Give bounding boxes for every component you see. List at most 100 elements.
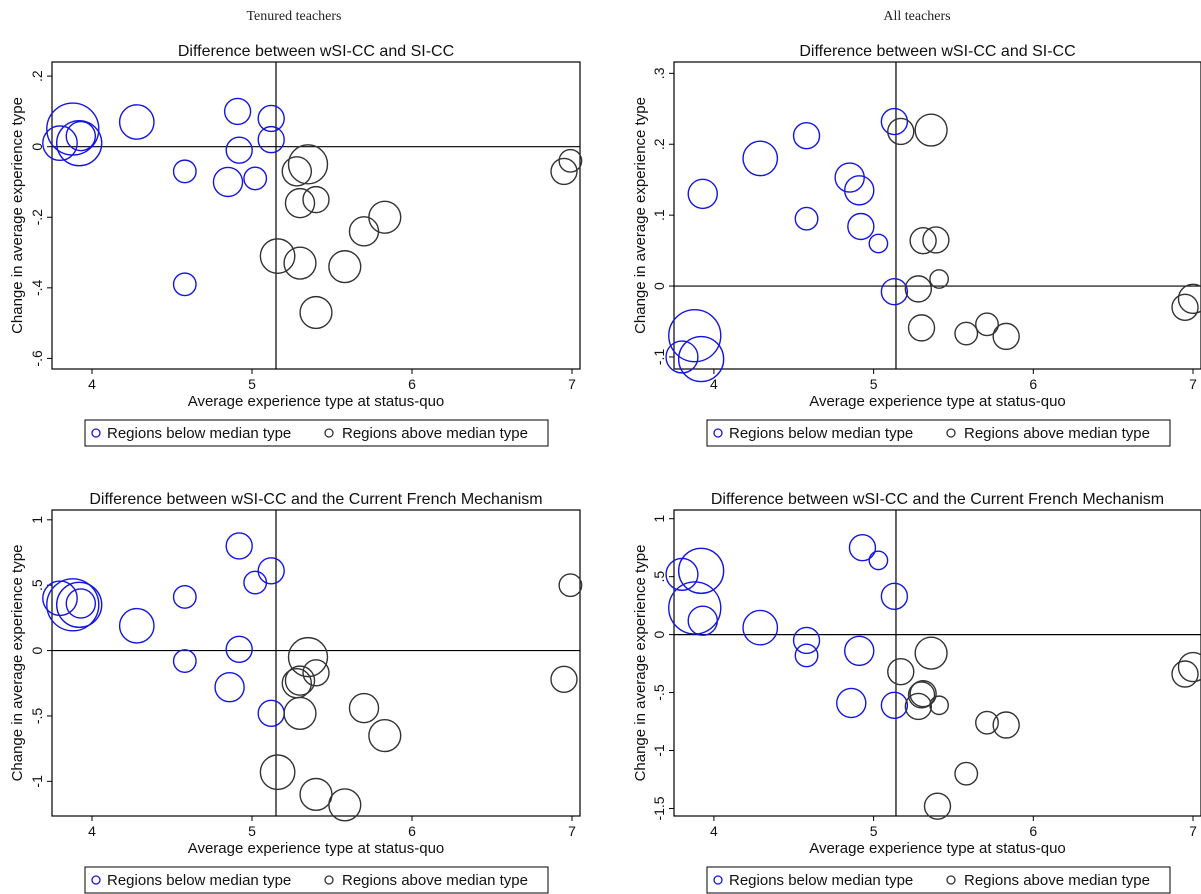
point-above-median — [1171, 660, 1199, 688]
point-below-median — [172, 649, 197, 673]
point-below-median — [836, 687, 867, 719]
point-above-median — [281, 156, 313, 187]
point-above-median — [283, 246, 317, 280]
panel-all-wsi-vs-si: Difference between wSI-CC and SI-CC 4 5 6 7 -… — [632, 43, 1201, 447]
point-above-median — [975, 312, 999, 337]
legend-label-above: Regions above median type — [342, 425, 528, 442]
point-below-median — [65, 588, 97, 619]
point-below-median — [55, 119, 103, 167]
legend-label-above: Regions above median type — [342, 872, 528, 889]
y-tick-label: .2 — [651, 138, 667, 150]
x-tick-label: 7 — [568, 376, 576, 392]
legend-box — [84, 866, 549, 894]
point-above-median — [558, 148, 583, 173]
point-below-median — [794, 643, 819, 668]
x-axis-label: Average experience type at status-quo — [188, 840, 445, 857]
point-above-median — [954, 761, 979, 786]
point-below-median — [65, 120, 97, 152]
point-below-median — [687, 605, 718, 636]
point-above-median — [348, 692, 380, 724]
point-above-median — [259, 238, 296, 274]
point-above-median — [922, 226, 950, 254]
point-below-median — [847, 212, 875, 241]
legend-marker-above — [946, 875, 956, 885]
x-axis-label: Average experience type at status-quo — [188, 393, 445, 410]
point-above-median — [923, 792, 952, 820]
legend-box — [706, 419, 1171, 447]
x-tick-label: 4 — [710, 823, 718, 839]
x-tick-label: 4 — [88, 823, 96, 839]
x-tick-label: 7 — [568, 823, 576, 839]
plot-title: Difference between wSI-CC and SI-CC — [178, 43, 454, 60]
x-tick-label: 6 — [1029, 376, 1037, 392]
point-above-median — [368, 718, 402, 753]
point-below-median — [844, 175, 875, 206]
x-axis-label: Average experience type at status-quo — [809, 393, 1066, 410]
point-below-median — [225, 136, 253, 164]
legend-marker-above — [324, 875, 334, 885]
y-tick-label: 0 — [29, 143, 45, 151]
plot-frame — [51, 509, 581, 817]
x-tick-label: 5 — [870, 823, 878, 839]
x-tick-label: 7 — [1189, 823, 1197, 839]
column-title-tenured: Tenured teachers — [246, 9, 341, 24]
y-tick-label: -1.5 — [651, 796, 667, 820]
point-above-median — [259, 754, 296, 791]
y-axis-label: Change in average experience type — [632, 545, 649, 782]
point-below-median — [665, 340, 699, 374]
point-below-median — [742, 140, 779, 177]
x-tick-label: 4 — [88, 376, 96, 392]
point-below-median — [687, 178, 718, 210]
point-below-median — [118, 104, 155, 140]
point-below-median — [225, 532, 253, 560]
point-below-median — [792, 626, 821, 655]
point-above-median — [287, 144, 329, 185]
point-above-median — [909, 226, 937, 255]
y-tick-label: 0 — [651, 282, 667, 290]
x-tick-label: 5 — [248, 376, 256, 392]
plot-title: Difference between wSI-CC and the Curren… — [711, 491, 1164, 508]
point-above-median — [302, 659, 330, 687]
point-above-median — [328, 788, 362, 822]
point-below-median — [46, 578, 100, 632]
point-below-median — [214, 671, 245, 703]
panel-all-wsi-vs-french: Difference between wSI-CC and the Curren… — [632, 491, 1201, 894]
point-above-median — [558, 573, 583, 598]
point-below-median — [880, 107, 909, 136]
point-above-median — [302, 185, 330, 214]
y-tick-label: 0 — [651, 631, 667, 639]
y-tick-label: -1 — [651, 744, 667, 757]
point-below-median — [668, 308, 722, 363]
y-axis-label: Change in average experience type — [9, 97, 26, 334]
x-tick-label: 6 — [408, 823, 416, 839]
point-above-median — [348, 216, 380, 247]
point-above-median — [887, 117, 915, 146]
panel-tenured-wsi-vs-si: Difference between wSI-CC and SI-CC 4 5 6 7 -… — [9, 43, 583, 447]
y-tick-label: 1 — [29, 516, 45, 524]
point-above-median — [954, 321, 979, 346]
point-below-median — [243, 570, 268, 595]
plot-frame — [673, 61, 1201, 370]
plot-title: Difference between wSI-CC and the Curren… — [89, 491, 542, 508]
point-above-median — [287, 636, 329, 678]
point-below-median — [742, 609, 779, 646]
point-below-median — [792, 122, 821, 150]
point-below-median — [677, 335, 725, 383]
point-below-median — [118, 607, 155, 644]
y-tick-label: .5 — [29, 579, 45, 591]
y-tick-label: .3 — [651, 67, 667, 79]
y-tick-label: -.5 — [651, 684, 667, 701]
point-above-median — [914, 636, 948, 670]
point-below-median — [844, 635, 875, 667]
legend-label-below: Regions below median type — [107, 872, 291, 889]
point-below-median — [172, 159, 197, 184]
legend-label-above: Regions above median type — [964, 425, 1150, 442]
panel-tenured-wsi-vs-french: Difference between wSI-CC and the Curren… — [9, 491, 583, 894]
point-below-median — [223, 97, 252, 126]
point-above-median — [550, 157, 578, 186]
y-tick-label: .1 — [651, 209, 667, 221]
point-below-median — [46, 102, 100, 156]
point-above-median — [284, 665, 316, 696]
x-tick-label: 6 — [408, 376, 416, 392]
